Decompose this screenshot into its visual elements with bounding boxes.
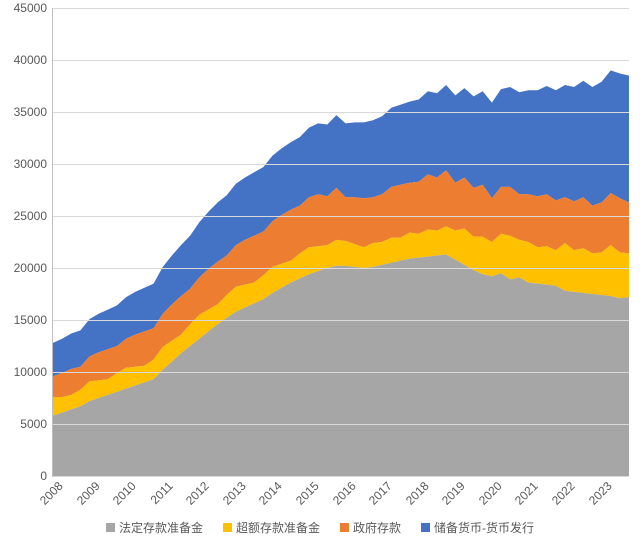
legend-item: 政府存款 — [340, 519, 401, 536]
y-axis-label: 30000 — [14, 157, 53, 171]
x-axis-label: 2021 — [510, 476, 542, 508]
y-axis-label: 5000 — [20, 417, 53, 431]
x-axis-label: 2016 — [327, 476, 359, 508]
y-axis-label: 20000 — [14, 261, 53, 275]
legend-swatch — [223, 523, 232, 532]
grid-line — [53, 320, 629, 321]
y-axis-label: 25000 — [14, 209, 53, 223]
legend-label: 超额存款准备金 — [236, 519, 320, 536]
legend-label: 法定存款准备金 — [119, 519, 203, 536]
x-axis-label: 2018 — [400, 476, 432, 508]
grid-line — [53, 60, 629, 61]
x-axis-label: 2014 — [254, 476, 286, 508]
stacked-area-svg — [53, 8, 629, 476]
legend-item: 法定存款准备金 — [106, 519, 203, 536]
legend-swatch — [106, 523, 115, 532]
x-axis-label: 2020 — [473, 476, 505, 508]
grid-line — [53, 372, 629, 373]
legend-item: 超额存款准备金 — [223, 519, 320, 536]
grid-line — [53, 164, 629, 165]
x-axis-label: 2008 — [34, 476, 66, 508]
x-axis-label: 2023 — [583, 476, 615, 508]
grid-line — [53, 424, 629, 425]
y-axis-label: 45000 — [14, 1, 53, 15]
x-axis-label: 2011 — [144, 476, 175, 507]
y-axis-label: 10000 — [14, 365, 53, 379]
legend-item: 储备货币-货币发行 — [421, 519, 534, 536]
y-axis-label: 40000 — [14, 53, 53, 67]
grid-line — [53, 216, 629, 217]
grid-line — [53, 8, 629, 9]
legend-swatch — [421, 523, 430, 532]
x-axis-label: 2013 — [217, 476, 249, 508]
x-axis-label: 2015 — [290, 476, 322, 508]
legend: 法定存款准备金 超额存款准备金 政府存款 储备货币-货币发行 — [0, 519, 640, 536]
x-axis-label: 2022 — [546, 476, 578, 508]
x-axis-label: 2009 — [71, 476, 103, 508]
x-axis-label: 2019 — [436, 476, 468, 508]
grid-line — [53, 268, 629, 269]
y-axis-label: 35000 — [14, 105, 53, 119]
plot-area: 0500010000150002000025000300003500040000… — [52, 8, 629, 477]
x-axis-label: 2012 — [180, 476, 212, 508]
legend-label: 政府存款 — [353, 519, 401, 536]
y-axis-label: 15000 — [14, 313, 53, 327]
legend-label: 储备货币-货币发行 — [434, 519, 534, 536]
grid-line — [53, 476, 629, 477]
x-axis-label: 2010 — [107, 476, 139, 508]
chart-container: 0500010000150002000025000300003500040000… — [0, 0, 640, 542]
legend-swatch — [340, 523, 349, 532]
grid-line — [53, 112, 629, 113]
x-axis-label: 2017 — [363, 476, 395, 508]
